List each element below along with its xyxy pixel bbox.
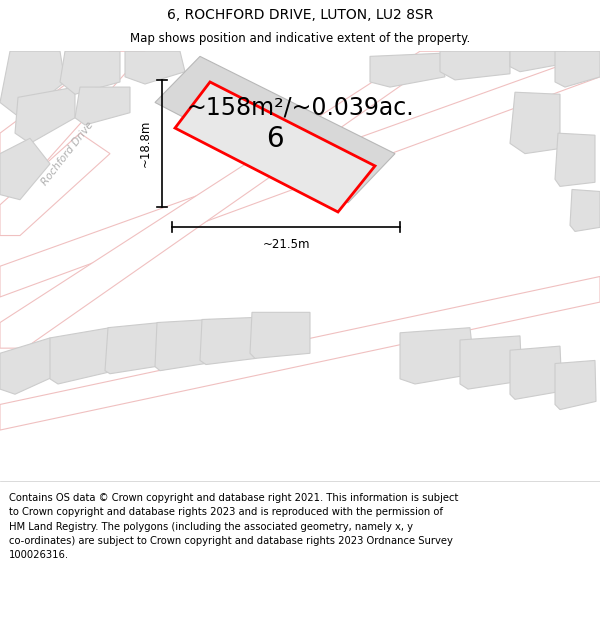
Polygon shape <box>440 51 510 80</box>
Polygon shape <box>50 328 115 384</box>
Polygon shape <box>370 53 445 87</box>
Polygon shape <box>510 51 565 72</box>
Polygon shape <box>0 51 145 174</box>
Polygon shape <box>570 189 600 231</box>
Polygon shape <box>0 51 65 118</box>
Polygon shape <box>400 328 475 384</box>
Polygon shape <box>175 82 375 212</box>
Polygon shape <box>555 361 596 409</box>
Polygon shape <box>555 51 600 87</box>
Polygon shape <box>0 276 600 430</box>
Polygon shape <box>0 133 110 236</box>
Polygon shape <box>460 336 522 389</box>
Text: 6, ROCHFORD DRIVE, LUTON, LU2 8SR: 6, ROCHFORD DRIVE, LUTON, LU2 8SR <box>167 8 433 22</box>
Text: ~158m²/~0.039ac.: ~158m²/~0.039ac. <box>186 96 414 119</box>
Polygon shape <box>510 92 560 154</box>
Polygon shape <box>0 51 600 297</box>
Polygon shape <box>510 346 562 399</box>
Polygon shape <box>105 322 162 374</box>
Polygon shape <box>200 318 256 364</box>
Polygon shape <box>155 56 395 202</box>
Polygon shape <box>155 319 212 371</box>
Text: Map shows position and indicative extent of the property.: Map shows position and indicative extent… <box>130 32 470 45</box>
Polygon shape <box>0 138 50 200</box>
Text: Contains OS data © Crown copyright and database right 2021. This information is : Contains OS data © Crown copyright and d… <box>9 492 458 561</box>
Polygon shape <box>60 51 120 94</box>
Polygon shape <box>250 312 310 358</box>
Text: 6: 6 <box>266 125 283 152</box>
Polygon shape <box>15 87 75 143</box>
Polygon shape <box>555 133 595 186</box>
Polygon shape <box>0 51 450 348</box>
Polygon shape <box>75 87 130 125</box>
Text: ~18.8m: ~18.8m <box>139 120 151 167</box>
Polygon shape <box>0 338 60 394</box>
Text: ~21.5m: ~21.5m <box>262 238 310 251</box>
Text: Rochford Drive: Rochford Drive <box>40 120 96 188</box>
Polygon shape <box>125 51 185 84</box>
